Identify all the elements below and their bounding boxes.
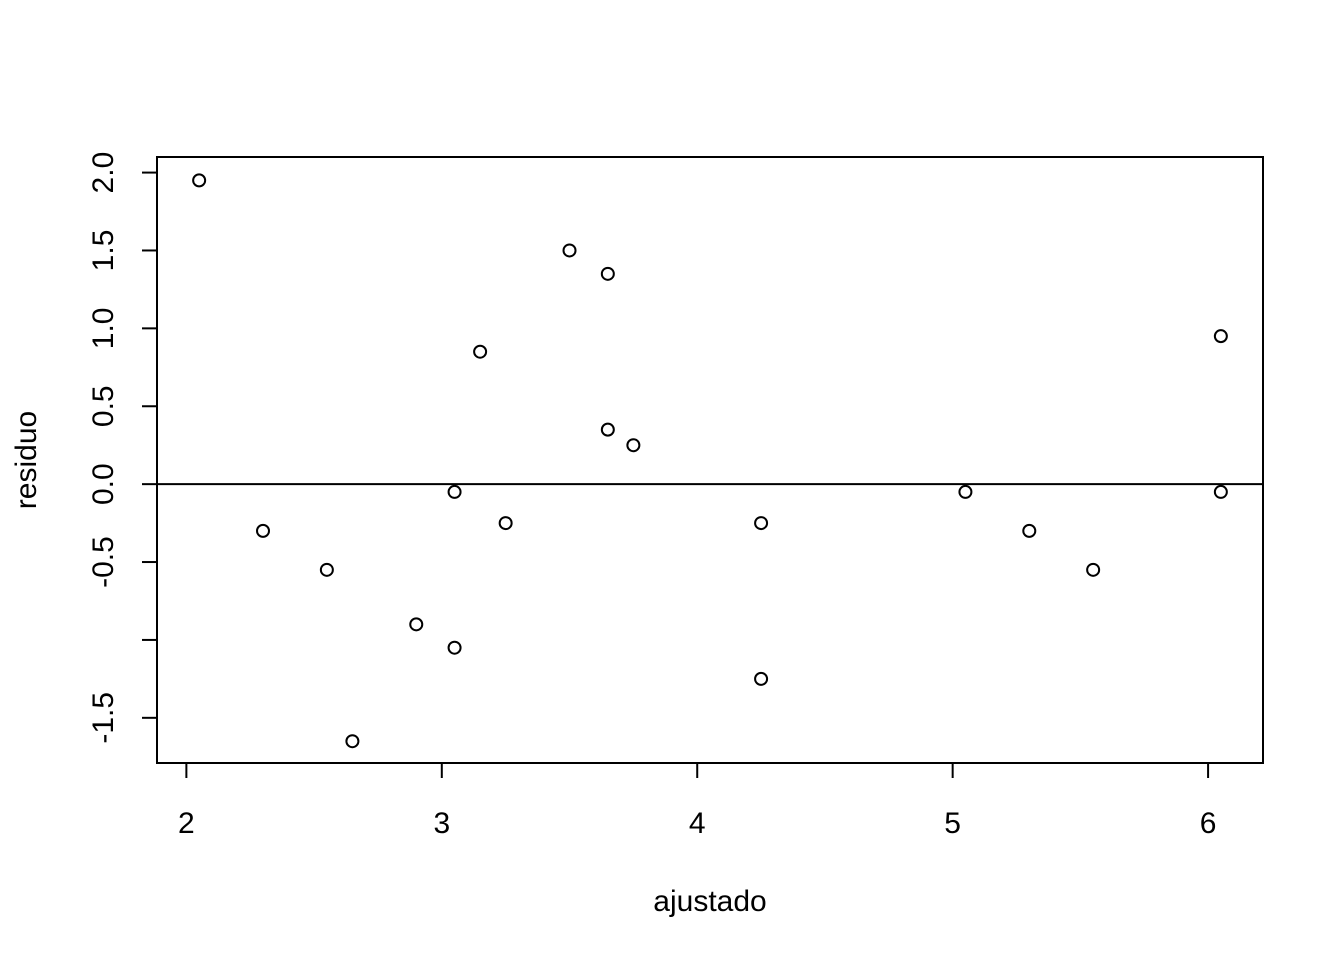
y-axis: -1.5 -0.5 0.0 0.5 1.0 1.5 2.0 (87, 152, 158, 744)
data-point (958, 484, 973, 499)
y-tick-label: -0.5 (87, 536, 120, 588)
data-point (447, 640, 462, 655)
data-point (754, 671, 769, 686)
x-tick-label: 4 (689, 807, 706, 840)
y-tick-label: 1.0 (87, 308, 120, 350)
data-point (256, 523, 271, 538)
data-point (192, 173, 207, 188)
y-tick-label: -1.5 (87, 692, 120, 744)
data-point (1213, 484, 1228, 499)
data-point (473, 344, 488, 359)
data-points (192, 173, 1228, 749)
y-tick-label: 0.0 (87, 463, 120, 505)
data-point (626, 438, 641, 453)
data-point (562, 243, 577, 258)
x-axis: 2 3 4 5 6 (178, 762, 1217, 840)
x-tick-label: 5 (944, 807, 961, 840)
y-tick-label: 2.0 (87, 152, 120, 194)
y-axis-title: residuo (10, 411, 43, 509)
data-point (409, 617, 424, 632)
x-tick-label: 2 (178, 807, 195, 840)
plot-frame (156, 156, 1264, 764)
x-tick-label: 3 (433, 807, 450, 840)
y-tick-label: 1.5 (87, 230, 120, 272)
data-point (1213, 329, 1228, 344)
data-point (600, 422, 615, 437)
data-point (754, 516, 769, 531)
data-point (447, 484, 462, 499)
data-point (319, 562, 334, 577)
x-tick-label: 6 (1200, 807, 1217, 840)
data-point (498, 516, 513, 531)
data-point (1086, 562, 1101, 577)
data-point (1022, 523, 1037, 538)
data-point (345, 734, 360, 749)
data-point (600, 266, 615, 281)
y-tick-label: 0.5 (87, 385, 120, 427)
x-axis-title: ajustado (653, 885, 766, 918)
